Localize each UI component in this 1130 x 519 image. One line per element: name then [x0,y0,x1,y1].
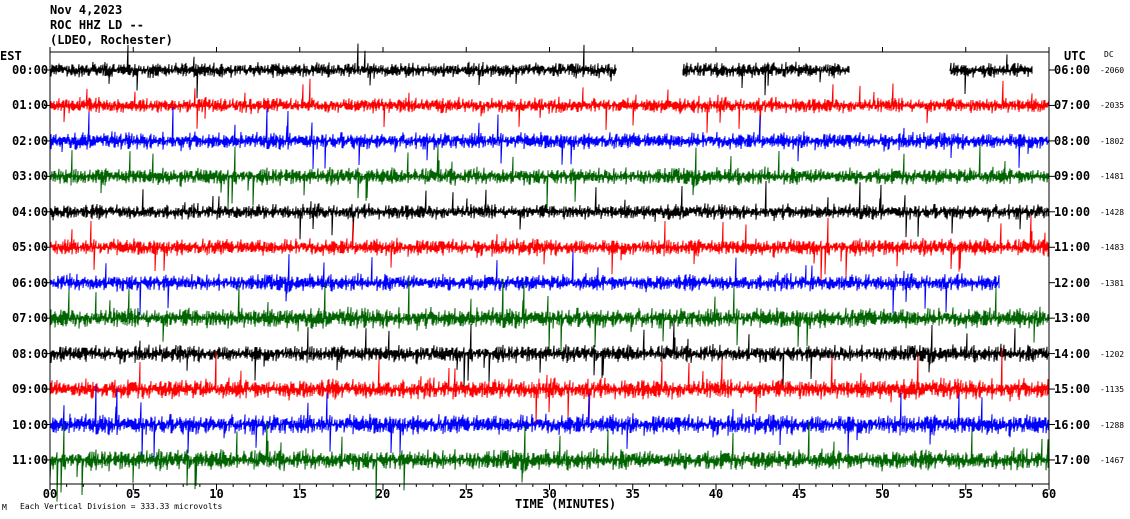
x-tick-label: 55 [959,487,973,501]
dc-label: DC [1104,50,1114,59]
est-label: 02:00 [12,133,49,148]
est-label: 07:00 [12,311,49,326]
header-date: Nov 4,2023 [50,3,123,17]
utc-label: 08:00 [1054,133,1091,148]
trace-0200 [49,106,1050,170]
utc-label: 12:00 [1054,275,1091,290]
est-label: 00:00 [12,63,49,77]
est-label: 04:00 [12,204,49,219]
dc-value: -1467 [1100,455,1125,465]
dc-value: -1135 [1100,385,1125,395]
trace-layer [49,43,1050,502]
dc-value: -1483 [1100,243,1125,253]
est-label: 11:00 [12,452,49,467]
trace-0700 [49,277,1050,352]
x-tick-label: 00 [43,487,57,501]
trace-0500 [49,215,1050,282]
x-tick-label: 40 [709,487,723,501]
trace-0100 [49,78,1050,133]
dc-value: -1428 [1100,207,1125,217]
trace-0300 [49,144,1050,212]
utc-label: 13:00 [1054,311,1091,326]
trace-1000 [49,384,1050,459]
est-label: 03:00 [12,169,49,184]
dc-value: -1381 [1100,278,1125,288]
utc-label: 17:00 [1054,452,1091,467]
corner-mark: M [2,503,7,512]
left-axis-label: EST [0,49,22,63]
utc-label: 09:00 [1054,169,1091,184]
x-tick-label: 10 [209,487,223,501]
utc-label: 07:00 [1054,98,1091,113]
x-tick-label: 45 [792,487,806,501]
dc-value: -1288 [1100,420,1125,430]
trace-0400 [49,180,1050,240]
utc-label: 16:00 [1054,417,1091,432]
axes-layer: 00 05 10 15 20 25 30 35 40 45 50 55 60 [43,47,1056,501]
est-label: 01:00 [12,98,49,113]
trace-1100 [49,421,1050,502]
utc-label: 10:00 [1054,204,1091,219]
scale-note: Each Vertical Division = 333.33 microvol… [20,502,223,511]
dc-value: -1202 [1100,349,1125,359]
dc-value: -2035 [1100,101,1125,111]
dc-value: -1481 [1100,172,1125,182]
est-label: 06:00 [12,275,49,290]
plot-frame [49,51,1050,485]
utc-label: 14:00 [1054,346,1091,361]
trace-0000 [49,43,1033,99]
est-label: 10:00 [12,417,49,432]
dc-value: -1802 [1100,136,1125,146]
trace-0900 [49,347,1050,426]
utc-label: 11:00 [1054,240,1091,255]
est-label: 09:00 [12,382,49,397]
x-tick-label: 15 [293,487,307,501]
x-tick-label: 30 [542,487,556,501]
right-axis-label: UTC [1064,49,1086,63]
est-label: 05:00 [12,240,49,255]
x-axis-label: TIME (MINUTES) [515,497,617,511]
header-station: ROC HHZ LD -- [50,18,144,32]
utc-label: 06:00 [1054,63,1091,77]
est-label: 08:00 [12,346,49,361]
utc-label: 15:00 [1054,382,1091,397]
x-tick-label: 25 [459,487,473,501]
x-tick-label: 60 [1042,487,1056,501]
dc-value: -2060 [1100,66,1125,75]
x-tick-label: 20 [376,487,390,501]
x-tick-label: 50 [875,487,889,501]
header-location: (LDEO, Rochester) [50,33,173,47]
x-tick-label: 05 [126,487,140,501]
x-tick-label: 35 [626,487,640,501]
